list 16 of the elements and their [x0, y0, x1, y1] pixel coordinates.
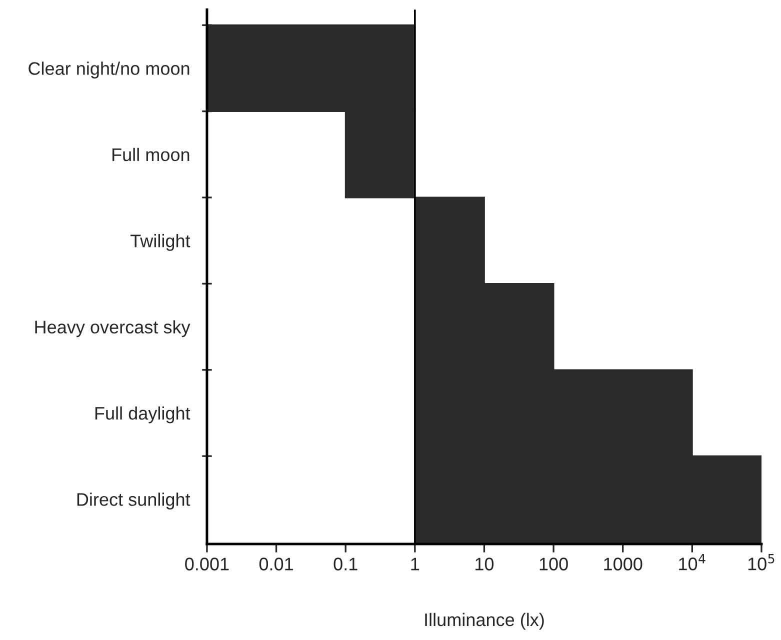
x-tick-label: 0.01	[259, 558, 293, 570]
x-tick-label: 10$^{4}$	[679, 554, 706, 570]
x-tick-label: 1000	[604, 558, 642, 570]
x-tick-label: 10	[476, 558, 494, 570]
x-tick-label: 0.001	[185, 558, 229, 570]
x-tick-label: 1	[411, 558, 420, 570]
x-tick-label: 0.1	[334, 558, 358, 570]
y-tick-label: Full moon	[112, 148, 190, 162]
x-axis-title: Illuminance (lx)	[425, 612, 544, 630]
y-tick-label: Heavy overcast sky	[35, 320, 190, 338]
y-tick-label: Twilight	[130, 234, 190, 251]
y-tick-label: Direct sunlight	[77, 492, 190, 510]
x-tick-label: 10$^{5}$	[748, 554, 774, 570]
y-tick-label: Full daylight	[95, 406, 190, 424]
y-tick-label: Clear night/no moon	[28, 62, 190, 78]
x-tick-label: 100	[540, 558, 568, 570]
